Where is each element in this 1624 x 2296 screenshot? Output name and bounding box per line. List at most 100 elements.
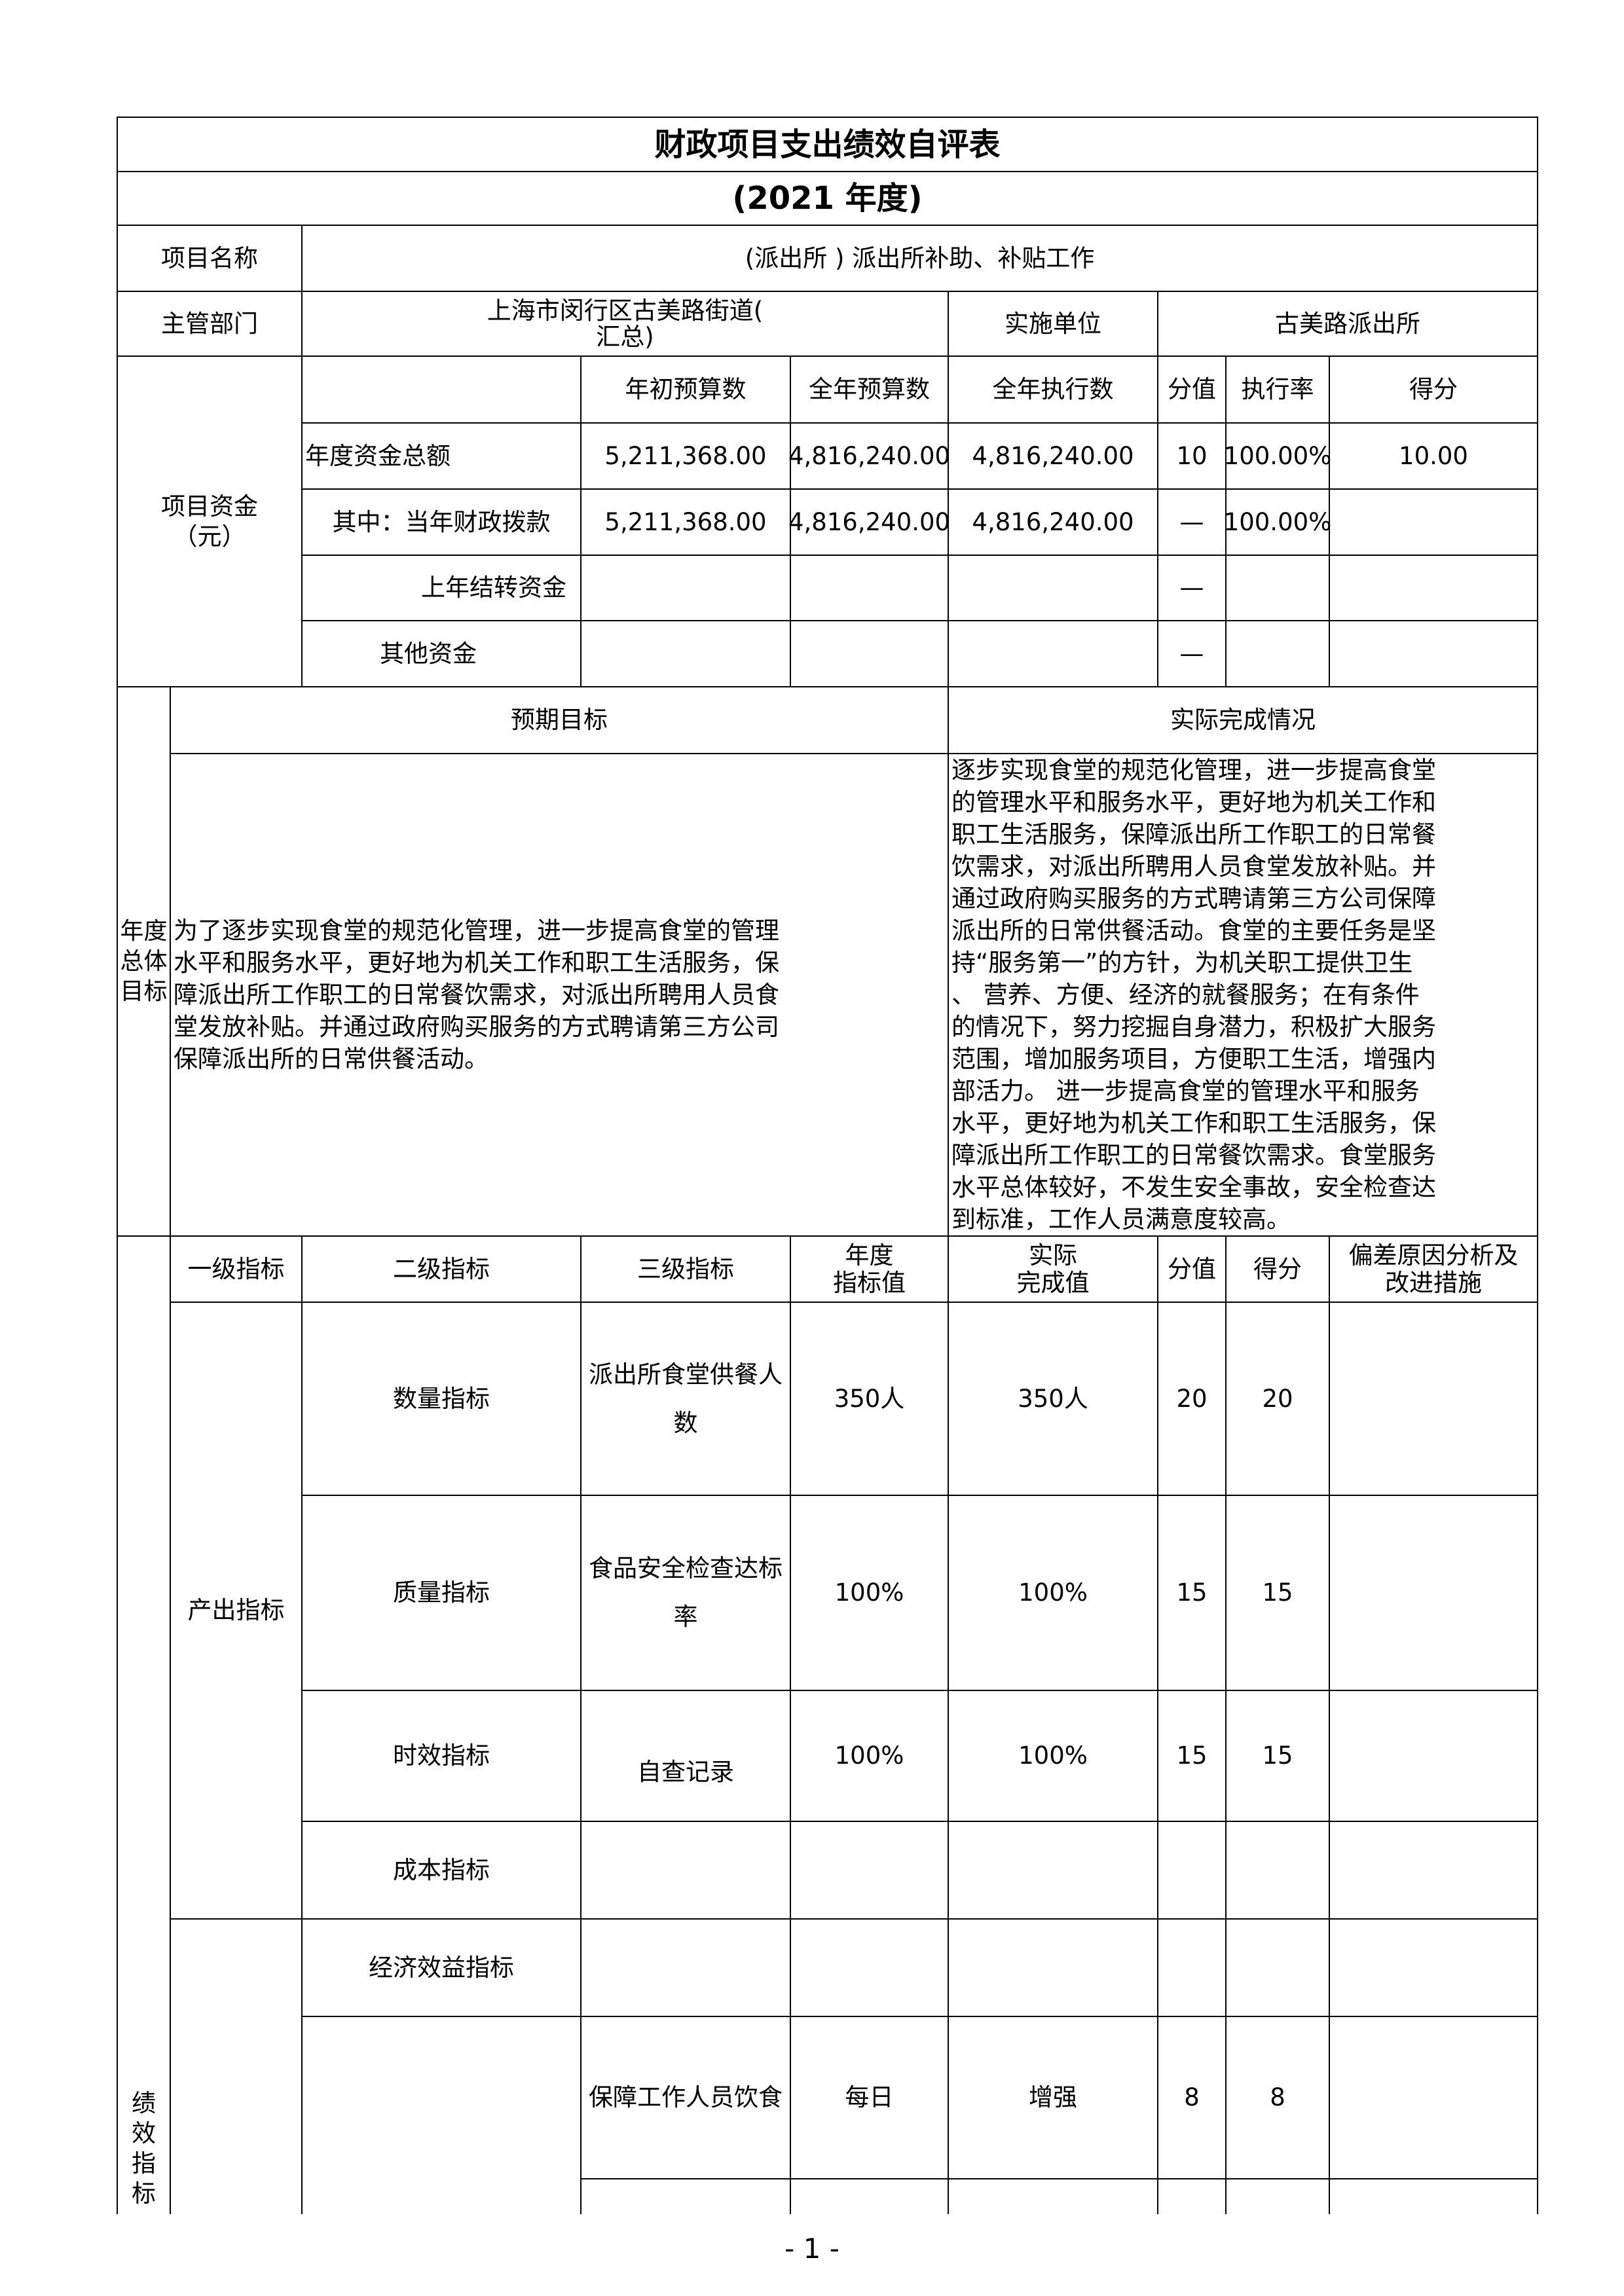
unit-label: 实施单位 xyxy=(948,291,1158,357)
form-year: (2021 年度) xyxy=(117,171,1538,226)
funding-cell xyxy=(1329,555,1538,621)
funding-row-label: 年度资金总额 xyxy=(301,422,581,490)
funding-row-label: 上年结转资金 xyxy=(301,555,581,621)
level3-cell: 派出所食堂供餐人 数 xyxy=(580,1302,791,1496)
target-cell xyxy=(790,2178,949,2214)
actual-goal-text: 逐步实现食堂的规范化管理，进一步提高食堂 的管理水平和服务水平，更好地为机关工作… xyxy=(948,753,1538,1237)
actual-cell: 100% xyxy=(948,1495,1158,1691)
dept-label: 主管部门 xyxy=(117,291,303,357)
dept-value: 上海市闵行区古美路街道( 汇总) xyxy=(301,291,949,357)
funding-cell: 10.00 xyxy=(1329,422,1538,490)
funding-cell xyxy=(948,555,1158,621)
target-cell: 350人 xyxy=(790,1302,949,1496)
level2-cell: 成本指标 xyxy=(301,1821,581,1920)
expected-goal-text: 为了逐步实现食堂的规范化管理，进一步提高食堂的管理 水平和服务水平，更好地为机关… xyxy=(170,753,949,1237)
indicators-label: 绩 效 指 标 xyxy=(117,1235,171,2214)
weight-cell xyxy=(1157,1821,1227,1920)
score-cell: 8 xyxy=(1225,2016,1330,2179)
level2-cell: 时效指标 xyxy=(301,1690,581,1822)
weight-cell: 15 xyxy=(1157,1690,1227,1822)
indicator-header: 偏差原因分析及 改进措施 xyxy=(1329,1235,1538,1303)
funding-row-label: 其他资金 xyxy=(301,620,581,687)
funding-header: 分值 xyxy=(1157,355,1227,424)
indicator-header: 二级指标 xyxy=(301,1235,581,1303)
target-cell: 每日 xyxy=(790,2016,949,2179)
level2-cell: 质量指标 xyxy=(301,1495,581,1691)
level3-cell: 食品安全检查达标 率 xyxy=(580,1495,791,1691)
indicator-header: 实际 完成值 xyxy=(948,1235,1158,1303)
level3-cell: 保障工作人员饮食 xyxy=(580,2016,791,2179)
target-cell: 100% xyxy=(790,1495,949,1691)
funding-cell xyxy=(948,620,1158,687)
score-cell: 15 xyxy=(1225,1690,1330,1822)
funding-cell xyxy=(1225,555,1330,621)
target-cell xyxy=(790,1918,949,2017)
deviation-cell xyxy=(1329,1821,1538,1920)
funding-cell xyxy=(580,620,791,687)
funding-header: 执行率 xyxy=(1225,355,1330,424)
project-name-value: (派出所 ) 派出所补助、补贴工作 xyxy=(301,225,1538,292)
actual-cell: 350人 xyxy=(948,1302,1158,1496)
funding-row-label: 其中：当年财政拨款 xyxy=(301,488,581,556)
funding-cell xyxy=(580,555,791,621)
level3-cell: 自查记录 xyxy=(580,1690,791,1822)
funding-cell: — xyxy=(1157,620,1227,687)
score-cell: 20 xyxy=(1225,1302,1330,1496)
funding-cell: 4,816,240.00 xyxy=(948,422,1158,490)
funding-cell: 5,211,368.00 xyxy=(580,488,791,556)
score-cell xyxy=(1225,1918,1330,2017)
level3-cell xyxy=(580,2178,791,2214)
funding-header: 年初预算数 xyxy=(580,355,791,424)
weight-cell xyxy=(1157,1918,1227,2017)
target-cell: 100% xyxy=(790,1690,949,1822)
funding-cell: 100.00% xyxy=(1224,488,1331,556)
level3-cell xyxy=(580,1918,791,2017)
funding-cell xyxy=(1329,620,1538,687)
funding-label: 项目资金 （元） xyxy=(117,355,303,687)
funding-header: 得分 xyxy=(1329,355,1538,424)
indicator-header: 年度 指标值 xyxy=(790,1235,949,1303)
indicator-header: 一级指标 xyxy=(170,1235,303,1303)
page-number: - 1 - xyxy=(784,2232,840,2265)
target-cell xyxy=(790,1821,949,1920)
funding-header: 全年预算数 xyxy=(790,355,949,424)
funding-header: 全年执行数 xyxy=(948,355,1158,424)
deviation-cell xyxy=(1329,1495,1538,1691)
actual-goal-header: 实际完成情况 xyxy=(948,686,1538,754)
benefit-indicator-label xyxy=(170,1918,303,2214)
indicator-header: 分值 xyxy=(1157,1235,1227,1303)
funding-cell: — xyxy=(1157,488,1227,556)
funding-cell xyxy=(1329,488,1538,556)
level2-cell xyxy=(301,2016,581,2214)
output-indicator-label: 产出指标 xyxy=(170,1302,303,1920)
funding-header-blank xyxy=(301,355,581,424)
level2-cell: 数量指标 xyxy=(301,1302,581,1496)
actual-cell xyxy=(948,1918,1158,2017)
deviation-cell xyxy=(1329,1918,1538,2017)
funding-cell xyxy=(1225,620,1330,687)
funding-cell: 4,816,240.00 xyxy=(788,488,950,556)
funding-cell xyxy=(790,620,949,687)
deviation-cell xyxy=(1329,1302,1538,1496)
score-cell xyxy=(1225,2178,1330,2214)
funding-cell: 4,816,240.00 xyxy=(788,422,950,490)
weight-cell xyxy=(1157,2178,1227,2214)
form-title: 财政项目支出绩效自评表 xyxy=(117,117,1538,172)
actual-cell xyxy=(948,2178,1158,2214)
score-cell: 15 xyxy=(1225,1495,1330,1691)
indicator-header: 三级指标 xyxy=(580,1235,791,1303)
funding-cell: 5,211,368.00 xyxy=(580,422,791,490)
funding-cell: 100.00% xyxy=(1224,422,1331,490)
deviation-cell xyxy=(1329,1690,1538,1822)
weight-cell: 20 xyxy=(1157,1302,1227,1496)
actual-cell xyxy=(948,1821,1158,1920)
funding-cell: — xyxy=(1157,555,1227,621)
actual-cell: 增强 xyxy=(948,2016,1158,2179)
funding-cell: 4,816,240.00 xyxy=(948,488,1158,556)
indicator-header: 得分 xyxy=(1225,1235,1330,1303)
weight-cell: 15 xyxy=(1157,1495,1227,1691)
funding-cell: 10 xyxy=(1157,422,1227,490)
unit-value: 古美路派出所 xyxy=(1157,291,1538,357)
level3-cell xyxy=(580,1821,791,1920)
deviation-cell xyxy=(1329,2016,1538,2179)
